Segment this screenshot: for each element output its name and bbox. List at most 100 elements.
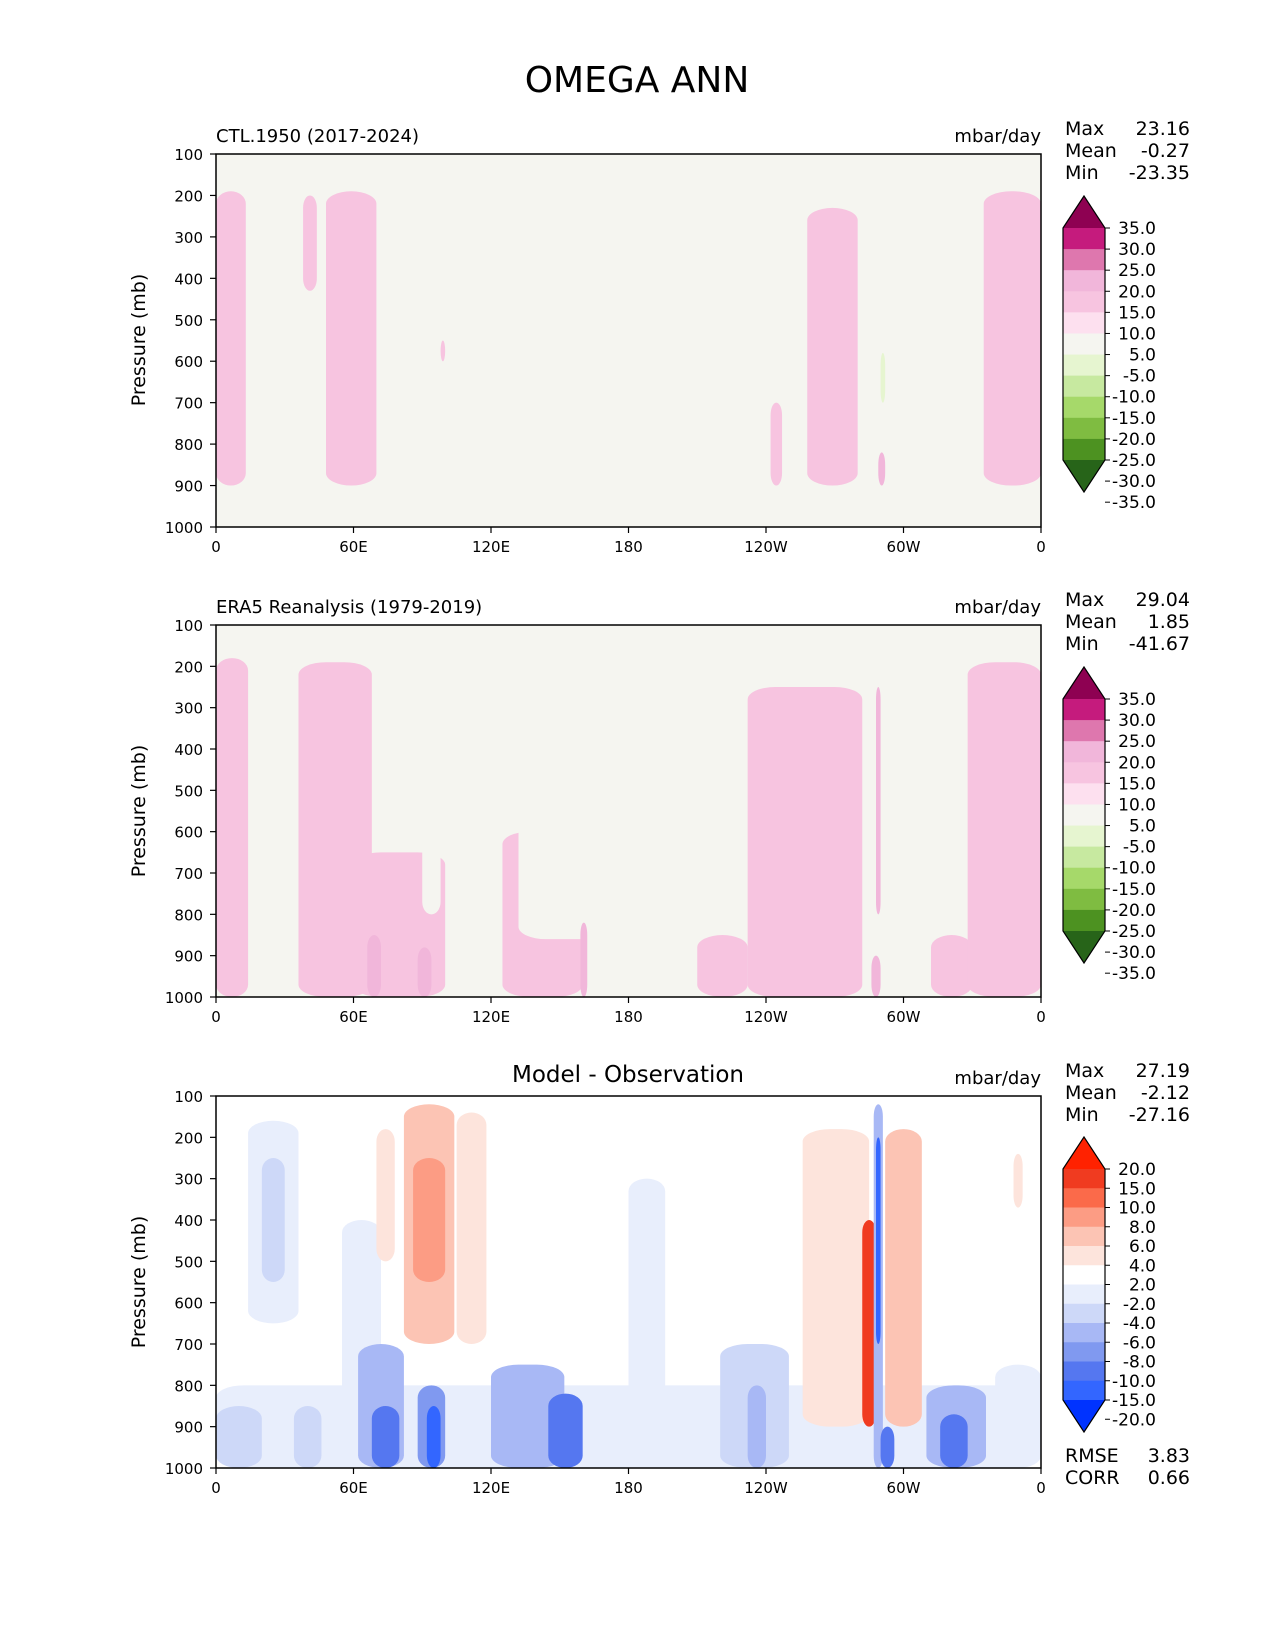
heatmap-cell-26	[940, 1414, 968, 1468]
heatmap-cell-3	[216, 1406, 262, 1468]
panel-diff-units: mbar/day	[954, 1068, 1041, 1089]
heatmap-cell-13	[983, 191, 1041, 486]
stat-value-min: -27.16	[1129, 1104, 1190, 1126]
colorbar-block	[1063, 867, 1105, 890]
heatmap-cell-16	[967, 662, 1041, 997]
heatmap-cell-10	[376, 1129, 395, 1262]
x-tick-label: 0	[1036, 1479, 1046, 1497]
y-tick-label: 700	[174, 865, 203, 883]
x-tick-label: 120W	[744, 1008, 788, 1026]
colorbar-block	[1063, 1342, 1105, 1362]
colorbar-tick-label: -20.0	[1112, 430, 1156, 450]
colorbar-block	[1063, 720, 1105, 742]
colorbar-tick-label: 25.0	[1118, 261, 1156, 281]
colorbar-block	[1063, 1380, 1105, 1401]
metric-label-rmse: RMSE	[1065, 1445, 1119, 1467]
stat-label-max: Max	[1065, 118, 1104, 140]
panel-era5-ylabel: Pressure (mb)	[128, 745, 150, 878]
y-tick-label: 500	[174, 312, 203, 330]
panel-ctl-title: CTL.1950 (2017-2024)	[216, 126, 419, 147]
colorbar-tick-label: -10.0	[1112, 388, 1156, 408]
colorbar-block	[1063, 1323, 1105, 1343]
metric-label-corr: CORR	[1065, 1467, 1120, 1489]
colorbar-tick-label: -2.0	[1123, 1295, 1156, 1315]
heatmap-cell-14	[491, 1364, 565, 1468]
x-tick-label: 0	[211, 538, 221, 556]
stat-label-mean: Mean	[1065, 140, 1117, 162]
y-tick-label: 300	[174, 1171, 203, 1189]
y-tick-label: 1000	[165, 519, 203, 537]
heatmap-cell-15	[548, 1393, 583, 1468]
panel-diff-ylabel: Pressure (mb)	[128, 1216, 150, 1349]
x-tick-label: 60E	[339, 1479, 368, 1497]
y-tick-label: 300	[174, 700, 203, 718]
heatmap-cell-23	[880, 1426, 895, 1468]
colorbar-block	[1063, 312, 1105, 334]
y-tick-label: 200	[174, 1129, 203, 1147]
heatmap-cell-9	[426, 1406, 441, 1468]
colorbar-block	[1063, 270, 1105, 292]
colorbar-tick-label: -8.0	[1123, 1353, 1156, 1373]
colorbar-block	[1063, 741, 1105, 763]
y-tick-label: 500	[174, 782, 203, 800]
metric-value-rmse: 3.83	[1148, 1445, 1190, 1467]
heatmap-cell-12	[878, 452, 886, 486]
x-tick-label: 0	[1036, 1008, 1046, 1026]
panel-era5: ERA5 Reanalysis (1979-2019) mbar/day Pre…	[128, 589, 1190, 1026]
y-tick-label: 700	[174, 1336, 203, 1354]
colorbar-block	[1063, 825, 1105, 848]
colorbar-tick-label: 15.0	[1118, 774, 1156, 794]
colorbar-tick-label: -15.0	[1112, 409, 1156, 429]
colorbar-tick-label: 2.0	[1129, 1276, 1156, 1296]
colorbar-extend-max	[1063, 667, 1105, 699]
y-tick-label: 100	[174, 146, 203, 164]
heatmap-cell-3	[440, 340, 446, 362]
y-tick-label: 900	[174, 948, 203, 966]
colorbar-block	[1063, 1303, 1105, 1324]
x-tick-label: 0	[1036, 538, 1046, 556]
stat-value-max: 27.19	[1136, 1060, 1190, 1082]
stat-value-min: -23.35	[1129, 162, 1190, 184]
heatmap-cell-4	[293, 1406, 322, 1468]
heatmap-cell-12	[876, 687, 881, 915]
colorbar-tick-label: -30.0	[1112, 943, 1156, 963]
colorbar-block	[1063, 1188, 1105, 1208]
y-tick-label: 100	[174, 1088, 203, 1106]
stat-label-min: Min	[1065, 162, 1099, 184]
colorbar-tick-label: -5.0	[1123, 367, 1156, 387]
colorbar-tick-label: 4.0	[1129, 1256, 1156, 1276]
y-tick-label: 400	[174, 270, 203, 288]
colorbar-tick-label: -35.0	[1112, 493, 1156, 513]
y-tick-label: 400	[174, 1212, 203, 1230]
x-tick-label: 180	[614, 1008, 643, 1026]
y-tick-label: 600	[174, 824, 203, 842]
heatmap-cell-1	[261, 1158, 285, 1282]
heatmap-cell-8	[770, 402, 783, 486]
colorbar-tick-label: 35.0	[1118, 690, 1156, 710]
stat-label-min: Min	[1065, 633, 1099, 655]
heatmap-cell-7	[371, 1406, 400, 1468]
colorbar-block	[1063, 1246, 1105, 1266]
colorbar-tick-label: 10.0	[1118, 324, 1156, 344]
colorbar-block	[1063, 354, 1105, 377]
colorbar-tick-label: -15.0	[1112, 880, 1156, 900]
colorbar-block	[1063, 804, 1105, 827]
panel-diff-title: Model - Observation	[512, 1062, 744, 1088]
y-tick-label: 1000	[165, 1460, 203, 1478]
heatmap-cell-5	[422, 687, 441, 915]
panel-diff: Model - Observation mbar/day Pressure (m…	[128, 1060, 1190, 1497]
colorbar-block	[1063, 1284, 1105, 1305]
colorbar-tick-label: 20.0	[1118, 1160, 1156, 1180]
heatmap-cell-10	[876, 195, 890, 486]
colorbar-tick-label: 30.0	[1118, 711, 1156, 731]
colorbar-block	[1063, 417, 1105, 440]
colorbar-tick-label: 30.0	[1118, 240, 1156, 260]
heatmap-cell-4	[504, 191, 666, 440]
heatmap-cell-14	[885, 653, 931, 882]
heatmap-cell-7	[284, 423, 304, 527]
colorbar-tick-label: 8.0	[1129, 1218, 1156, 1238]
panel-ctl-units: mbar/day	[954, 126, 1041, 147]
colorbar-tick-label: -6.0	[1123, 1333, 1156, 1353]
heatmap-cell-22	[876, 1137, 881, 1344]
